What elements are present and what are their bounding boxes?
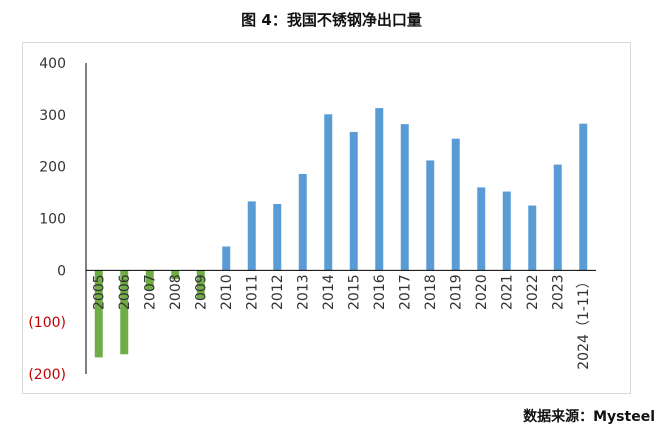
bar-2008 [171,270,180,280]
bar-2011 [247,201,256,271]
y-tick-label: 400 [39,56,66,72]
bar-2021 [502,191,511,271]
bar-2017 [400,124,409,271]
bar-2005 [94,270,103,358]
x-tick-label: 2012 [270,274,286,310]
bar-2006 [120,270,129,355]
bar-2024（1-11） [579,123,588,271]
chart-title: 图 4：我国不锈钢净出口量 [241,11,422,29]
y-tick-label: 200 [39,160,66,176]
bars [94,108,588,358]
bar-2018 [426,160,435,271]
x-tick-label: 2006 [117,274,133,310]
bar-2012 [273,203,282,271]
bar-2023 [553,164,562,271]
x-tick-label: 2014 [321,274,337,310]
x-tick-label: 2018 [423,274,439,310]
chart-area [22,42,631,394]
x-tick-label: 2011 [245,274,261,310]
bar-2020 [477,187,486,271]
x-tick-label: 2022 [525,274,541,310]
y-tick-label: 0 [57,263,66,279]
x-tick-label: 2019 [449,274,465,310]
x-tick-label: 2005 [92,274,108,310]
x-tick-label: 2010 [219,274,235,310]
x-tick-label: 2007 [143,274,159,310]
bar-2013 [298,173,307,271]
bar-2016 [375,108,384,271]
bar-2022 [528,205,537,271]
axes [85,63,596,374]
data-source-note: 数据来源：Mysteel [523,409,655,425]
y-tick-label: 100 [39,212,66,228]
x-tick-label: 2016 [372,274,388,310]
bar-2019 [451,138,460,271]
y-tick-label: (100) [28,315,66,331]
y-axis: 400 300 200 100 0 (100) (200) [28,56,66,383]
x-tick-label: 2008 [168,274,184,310]
bar-2007 [145,270,154,291]
x-axis: 2005 2006 2007 2008 2009 2010 2011 2012 2013 2014… [92,274,593,369]
y-tick-label: 300 [39,108,66,124]
bar-2015 [349,131,358,271]
x-tick-label: 2015 [347,274,363,310]
x-tick-label: 2020 [474,274,490,310]
x-tick-label: 2023 [551,274,567,310]
bar-2009 [196,270,205,299]
bar-2010 [222,246,231,271]
x-tick-label: 2024（1-11） [576,274,592,369]
x-tick-label: 2017 [398,274,414,310]
x-tick-label: 2009 [194,274,210,310]
x-tick-label: 2013 [296,274,312,310]
y-tick-label: (200) [28,367,66,383]
bar-2014 [324,114,333,271]
x-tick-label: 2021 [500,274,516,310]
